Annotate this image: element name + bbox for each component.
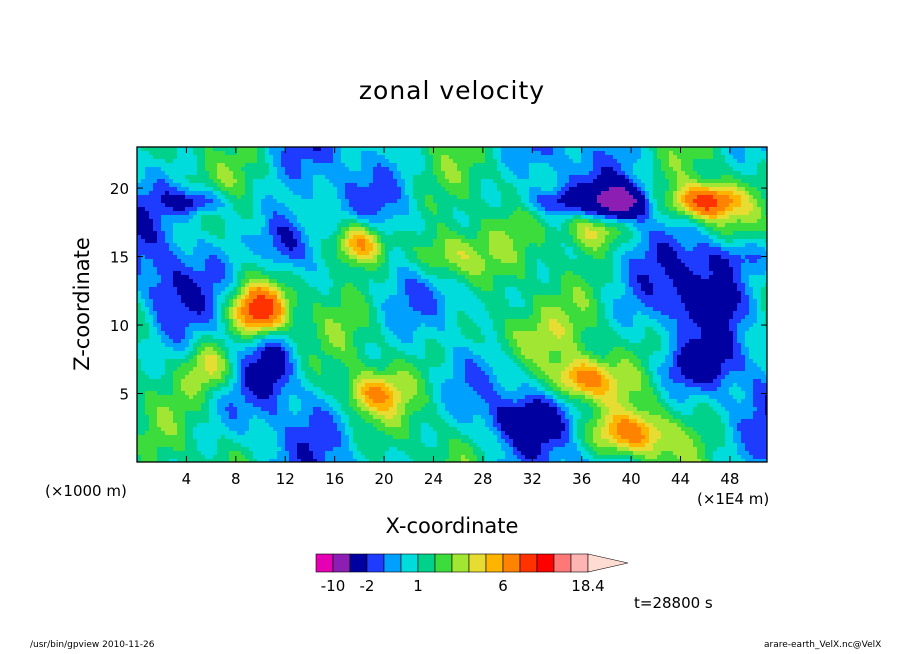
x-axis-unit-right: (×1E4 m) xyxy=(697,490,770,508)
colorbar-segment xyxy=(502,553,521,573)
x-tick-label: 48 xyxy=(720,470,739,488)
velocity-field xyxy=(137,147,767,462)
colorbar-segment xyxy=(400,553,419,573)
colorbar-tick-label: -10 xyxy=(321,577,346,595)
x-axis: 4 8 12 16 20 24 28 32 36 40 44 48 xyxy=(182,147,739,488)
colorbar-segment xyxy=(383,553,402,573)
colorbar-segment xyxy=(519,553,538,573)
colorbar-tick-label: 18.4 xyxy=(571,577,604,595)
footer-program-date: /usr/bin/gpview 2010-11-26 xyxy=(30,640,155,650)
x-axis-label: X-coordinate xyxy=(385,514,519,538)
x-tick-label: 8 xyxy=(231,470,241,488)
colorbar-segment xyxy=(434,553,453,573)
x-tick-label: 20 xyxy=(375,470,394,488)
y-axis-label: Z-coordinate xyxy=(70,237,94,371)
y-tick-label: 20 xyxy=(110,180,129,198)
colorbar: -10 -2 1 6 18.4 xyxy=(315,553,629,595)
x-tick-label: 40 xyxy=(622,470,641,488)
x-tick-label: 16 xyxy=(325,470,344,488)
colorbar-tick-label: 6 xyxy=(498,577,508,595)
colorbar-segment xyxy=(417,553,436,573)
plot-frame xyxy=(136,146,768,463)
colorbar-arrow xyxy=(587,553,629,573)
y-tick-label: 10 xyxy=(110,317,129,335)
colorbar-segment xyxy=(570,553,589,573)
colorbar-segment xyxy=(553,553,572,573)
time-label: t=28800 s xyxy=(634,594,713,612)
colorbar-segment xyxy=(349,553,368,573)
x-tick-label: 24 xyxy=(424,470,443,488)
colorbar-segment xyxy=(332,553,351,573)
colorbar-segment xyxy=(315,553,334,573)
footer-data-source: arare-earth_VelX.nc@VelX xyxy=(764,640,882,650)
colorbar-segment xyxy=(485,553,504,573)
colorbar-segment xyxy=(366,553,385,573)
colorbar-tick-label: 1 xyxy=(413,577,423,595)
y-tick-label: 5 xyxy=(119,386,129,404)
colorbar-segment xyxy=(468,553,487,573)
x-tick-label: 36 xyxy=(572,470,591,488)
colorbar-segment xyxy=(451,553,470,573)
x-tick-label: 12 xyxy=(276,470,295,488)
chart-title: zonal velocity xyxy=(358,76,546,105)
y-tick-label: 15 xyxy=(110,249,129,267)
x-tick-label: 28 xyxy=(473,470,492,488)
x-tick-label: 44 xyxy=(671,470,690,488)
colorbar-tick-label: -2 xyxy=(360,577,375,595)
x-tick-label: 4 xyxy=(182,470,192,488)
colorbar-segment xyxy=(536,553,555,573)
x-tick-label: 32 xyxy=(523,470,542,488)
y-axis: 5 10 15 20 xyxy=(110,180,767,404)
x-axis-unit-left: (×1000 m) xyxy=(45,482,127,500)
